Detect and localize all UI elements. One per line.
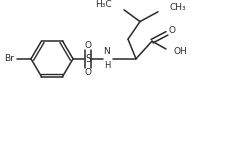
Text: O: O [85,68,92,77]
Text: H₃C: H₃C [95,0,112,9]
Text: O: O [169,26,176,35]
Text: S: S [85,54,91,64]
Text: O: O [85,41,92,50]
Text: Br: Br [4,54,14,63]
Text: N: N [104,47,110,56]
Text: OH: OH [174,47,188,56]
Text: H: H [104,61,110,70]
Text: CH₃: CH₃ [170,3,187,12]
